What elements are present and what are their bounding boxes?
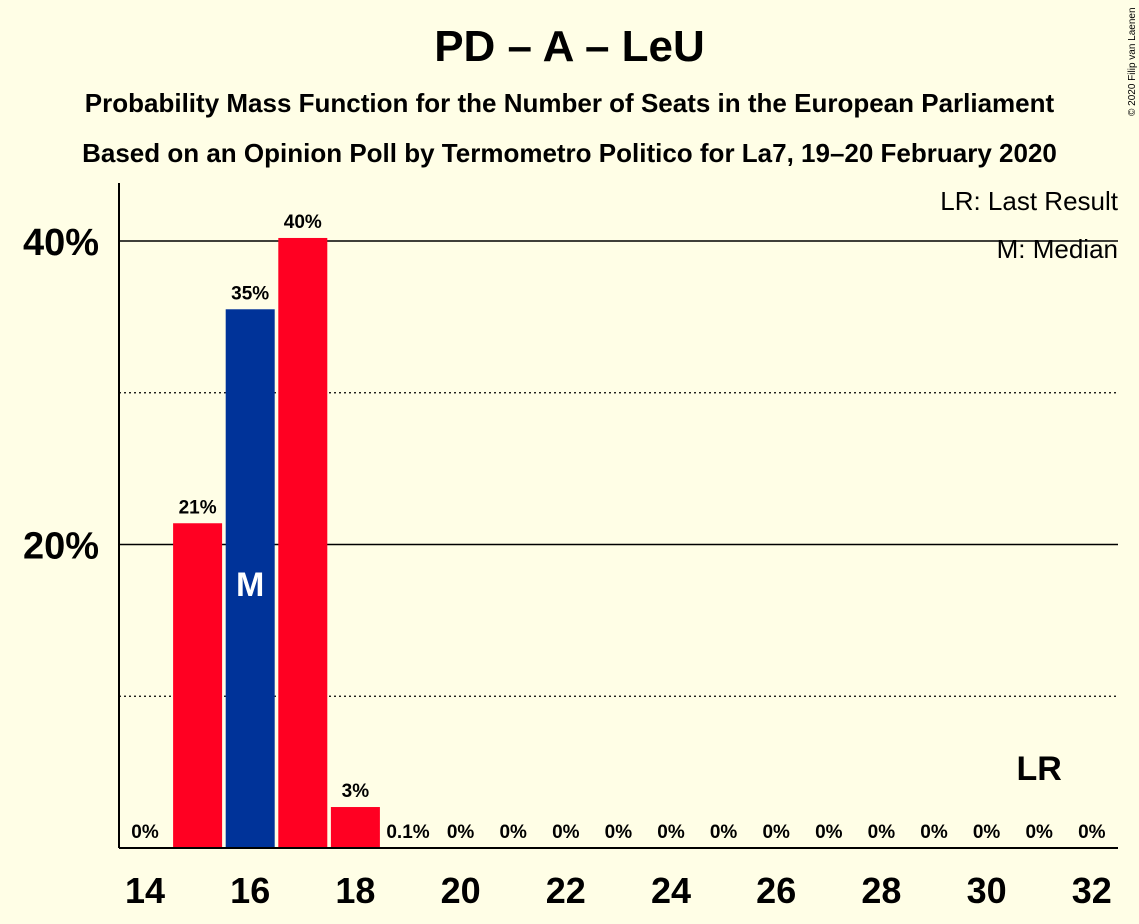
y-tick-label: 40%	[23, 222, 99, 264]
bar-label-seats-28: 0%	[868, 822, 896, 843]
bar-label-seats-29: 0%	[920, 822, 948, 843]
x-tick-label: 32	[1072, 870, 1112, 911]
x-tick-label: 24	[651, 870, 691, 911]
bar-label-seats-24: 0%	[657, 822, 685, 843]
x-tick-label: 16	[230, 870, 270, 911]
last-result-marker: LR	[1017, 750, 1062, 788]
x-tick-label: 30	[967, 870, 1007, 911]
bar-seats-18	[330, 807, 380, 848]
chart-source-subtitle: Based on an Opinion Poll by Termometro P…	[82, 138, 1057, 168]
legend-median: M: Median	[997, 234, 1118, 264]
bar-seats-16	[225, 309, 275, 849]
bar-seats-15	[173, 523, 223, 848]
x-tick-label: 14	[125, 870, 165, 911]
median-marker: M	[236, 566, 264, 604]
bar-label-seats-32: 0%	[1078, 822, 1106, 843]
bar-label-seats-22: 0%	[552, 822, 580, 843]
bar-label-seats-21: 0%	[499, 822, 527, 843]
x-tick-label: 22	[546, 870, 586, 911]
bar-label-seats-17: 40%	[284, 212, 322, 233]
bar-label-seats-23: 0%	[605, 822, 633, 843]
legend: LR: Last Result M: Median	[940, 186, 1119, 264]
x-tick-label: 28	[861, 870, 901, 911]
bar-label-seats-16: 35%	[231, 283, 269, 304]
bar-seats-17	[278, 237, 328, 849]
x-tick-label: 18	[335, 870, 375, 911]
copyright-text: © 2020 Filip van Laenen	[1127, 7, 1138, 116]
bars-group	[173, 237, 380, 849]
chart-subtitle: Probability Mass Function for the Number…	[84, 88, 1055, 118]
bar-label-seats-18: 3%	[342, 781, 370, 802]
data-labels: 0% 21% 35% 40% 3% 0.1% 0% 0% 0% 0% 0% 0% 0% 0% 0% 0% 0% 0…	[131, 212, 1105, 843]
legend-last-result: LR: Last Result	[940, 186, 1119, 216]
x-tick-label: 20	[441, 870, 481, 911]
chart-title: PD – A – LeU	[434, 22, 705, 71]
bar-label-seats-30: 0%	[973, 822, 1001, 843]
x-tick-label: 26	[756, 870, 796, 911]
y-tick-label: 20%	[23, 526, 99, 568]
bar-label-seats-15: 21%	[179, 497, 217, 518]
bar-label-seats-19: 0.1%	[386, 822, 429, 843]
bar-label-seats-27: 0%	[815, 822, 843, 843]
axes: 20% 40% 14 16 18 20 22 24 26 28 30 32	[23, 183, 1118, 911]
bar-label-seats-14: 0%	[131, 822, 159, 843]
bar-label-seats-25: 0%	[710, 822, 738, 843]
bar-label-seats-31: 0%	[1025, 822, 1053, 843]
bar-label-seats-26: 0%	[762, 822, 790, 843]
bar-label-seats-20: 0%	[447, 822, 475, 843]
